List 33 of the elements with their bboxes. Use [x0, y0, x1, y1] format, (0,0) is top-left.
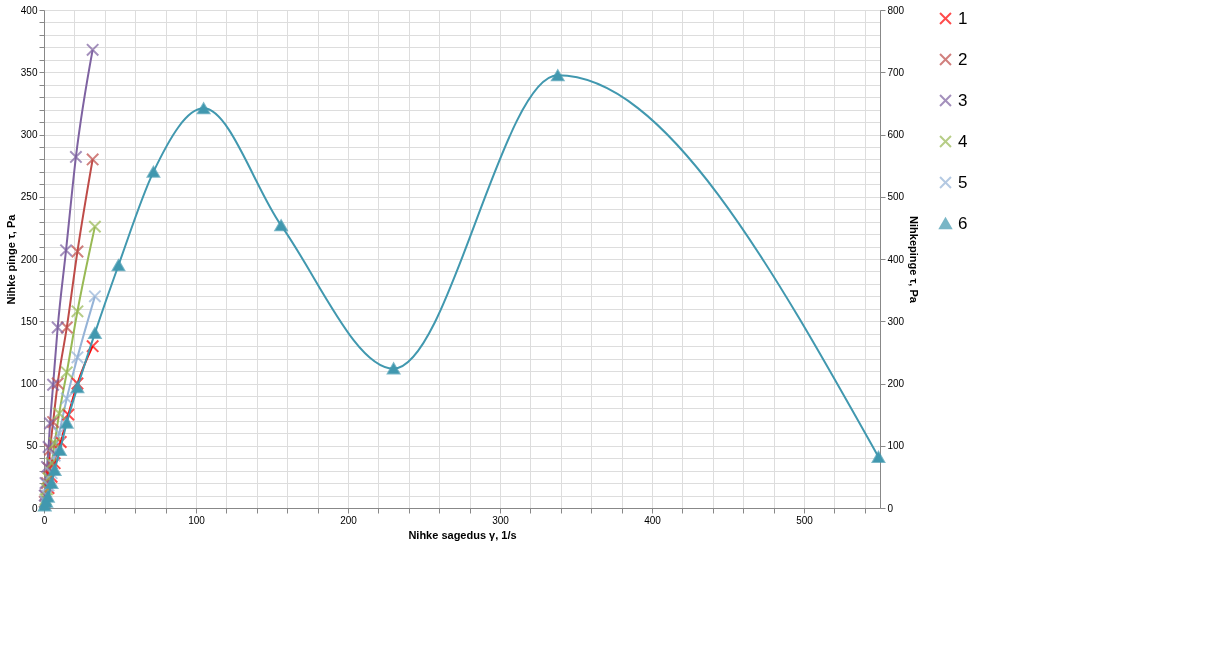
y2-tick-label: 200	[887, 378, 905, 389]
y-tick-label: 150	[20, 315, 38, 327]
y2-tick-label: 400	[887, 253, 905, 265]
legend-label: 3	[958, 90, 968, 110]
x-tick-label: 300	[492, 514, 510, 526]
y2-tick-label: 0	[887, 502, 894, 514]
legend-label: 5	[958, 172, 968, 192]
y2-axis-title: Nihkepinge τ, Pa	[908, 216, 921, 304]
y2-tick-label: 600	[887, 129, 905, 140]
legend-label: 2	[958, 49, 968, 69]
y-tick-label: 350	[20, 66, 38, 78]
y-tick-label: 0	[31, 502, 38, 514]
y-tick-label: 100	[20, 378, 38, 389]
y2-tick-label: 500	[887, 191, 905, 203]
y2-tick-label: 100	[887, 440, 905, 452]
y2-tick-label: 700	[887, 66, 905, 78]
y-tick-label: 200	[20, 253, 38, 265]
y2-tick-label: 800	[887, 4, 905, 16]
y2-tick-label: 300	[887, 315, 905, 327]
x-tick-label: 200	[340, 514, 358, 526]
y-tick-label: 400	[20, 4, 38, 16]
x-tick-label: 500	[796, 514, 814, 526]
legend-label: 4	[958, 131, 968, 151]
x-axis-title: Nihke sagedus γ, 1/s	[408, 528, 517, 541]
legend-label: 6	[958, 213, 968, 233]
x-tick-label: 400	[644, 514, 662, 526]
y-tick-label: 50	[26, 440, 38, 452]
x-tick-label: 100	[188, 514, 206, 526]
y-tick-label: 300	[20, 129, 38, 140]
y-axis-title: Nihke pinge τ, Pa	[4, 213, 17, 305]
x-tick-label: 0	[41, 514, 48, 526]
y-tick-label: 250	[20, 191, 38, 203]
legend-label: 1	[958, 8, 968, 28]
